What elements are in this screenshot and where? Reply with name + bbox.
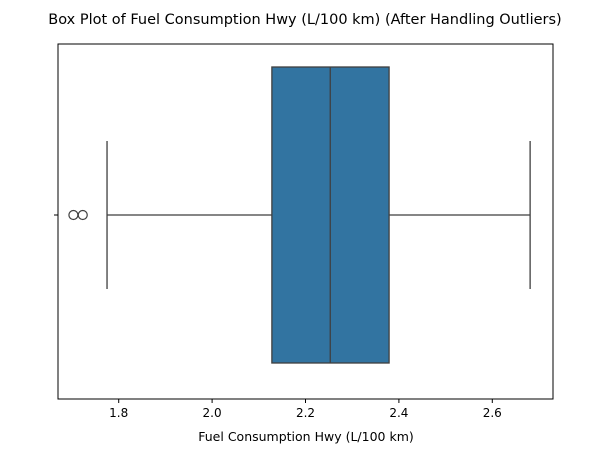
x-tick-label: 2.2	[296, 406, 315, 420]
x-tick-label: 2.6	[483, 406, 502, 420]
x-tick-label: 2.0	[203, 406, 222, 420]
outlier-point	[68, 209, 79, 221]
plot-area: 1.8 2.0 2.2 2.4 2.6	[54, 43, 554, 420]
chart-title: Box Plot of Fuel Consumption Hwy (L/100 …	[48, 12, 561, 28]
outlier-point	[77, 209, 88, 221]
x-tick-label: 1.8	[109, 406, 128, 420]
x-tick-label: 2.4	[389, 406, 408, 420]
x-axis-label: Fuel Consumption Hwy (L/100 km)	[198, 429, 414, 444]
